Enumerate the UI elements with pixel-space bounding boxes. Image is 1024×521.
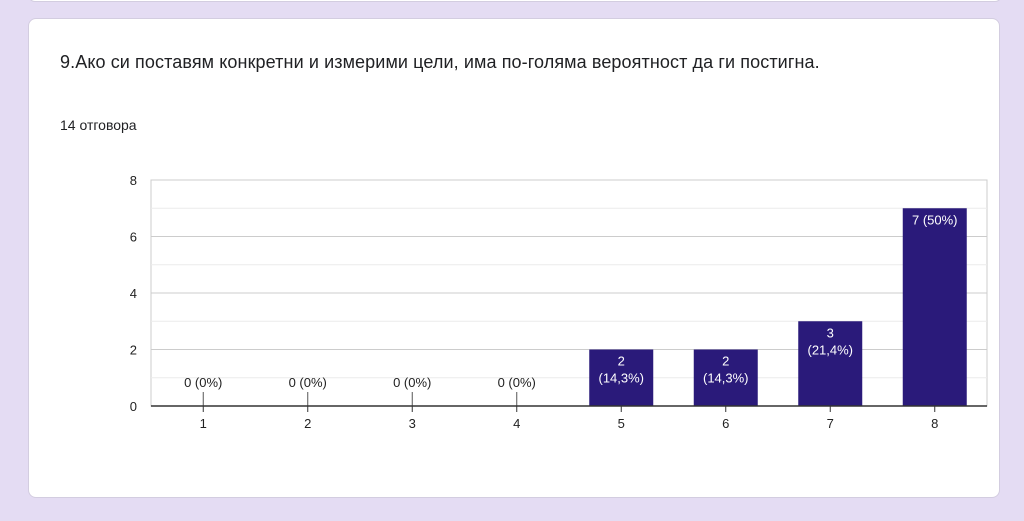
y-tick-label: 6	[130, 230, 137, 245]
data-label: 0 (0%)	[289, 375, 327, 390]
x-tick-label: 7	[827, 416, 834, 431]
y-tick-label: 4	[130, 286, 137, 301]
bar	[902, 208, 967, 406]
data-label: 0 (0%)	[498, 375, 536, 390]
x-tick-label: 6	[722, 416, 729, 431]
x-tick-label: 5	[618, 416, 625, 431]
data-label: (21,4%)	[807, 342, 853, 357]
x-tick-label: 2	[304, 416, 311, 431]
y-tick-label: 2	[130, 343, 137, 358]
x-tick-label: 3	[409, 416, 416, 431]
bar	[798, 321, 863, 406]
data-label: (14,3%)	[703, 371, 749, 386]
data-label: 3	[827, 325, 834, 340]
data-label: (14,3%)	[598, 371, 644, 386]
bar	[589, 349, 654, 406]
x-tick-label: 4	[513, 416, 520, 431]
data-label: 2	[618, 354, 625, 369]
data-label: 0 (0%)	[184, 375, 222, 390]
x-tick-label: 1	[200, 416, 207, 431]
x-tick-label: 8	[931, 416, 938, 431]
bar	[693, 349, 758, 406]
question-title: 9.Ако си поставям конкретни и измерими ц…	[60, 52, 820, 72]
data-label: 0 (0%)	[393, 375, 431, 390]
data-label: 7 (50%)	[912, 212, 958, 227]
data-label: 2	[722, 354, 729, 369]
question-card: 9.Ако си поставям конкретни и измерими ц…	[28, 18, 1000, 498]
previous-card	[28, 0, 1002, 2]
y-tick-label: 8	[130, 173, 137, 188]
response-count: 14 отговора	[60, 117, 137, 133]
y-tick-label: 0	[130, 399, 137, 414]
